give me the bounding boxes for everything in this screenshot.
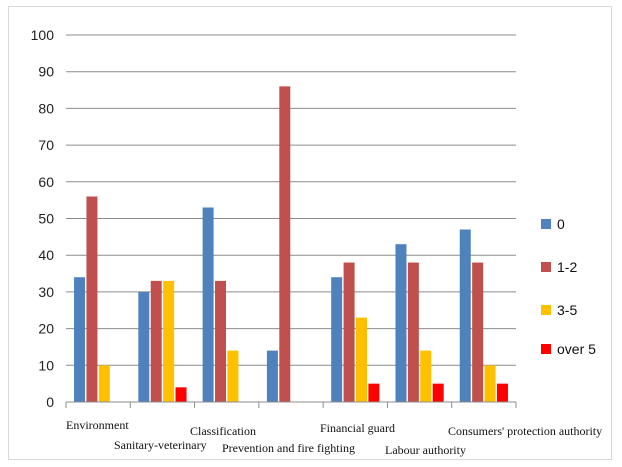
bar-1-2-1 <box>150 280 162 402</box>
x-category-label: Prevention and fire fighting <box>222 441 355 455</box>
x-category-label: Sanitary-veterinary <box>114 438 207 452</box>
bar-3-5-4 <box>355 317 367 402</box>
bars <box>74 86 508 402</box>
bar-over-5-4 <box>368 383 380 402</box>
y-tick-label: 30 <box>38 284 54 300</box>
bar-3-5-1 <box>163 280 175 402</box>
bar-3-5-5 <box>420 350 432 402</box>
bar-over-5-1 <box>175 387 187 402</box>
bar-over-5-5 <box>432 383 444 402</box>
y-tick-label: 80 <box>38 100 54 116</box>
legend-label: 3-5 <box>557 302 577 318</box>
bar-over-5-6 <box>496 383 508 402</box>
legend-label: over 5 <box>557 341 596 357</box>
x-category-label: Financial guard <box>320 421 395 435</box>
y-tick-label: 60 <box>38 174 54 190</box>
y-axis-tick-labels: 0 10 20 30 40 50 60 70 80 90 100 <box>31 27 55 410</box>
bar-3-5-6 <box>484 365 496 402</box>
legend-label: 0 <box>557 216 565 232</box>
x-category-label: Classification <box>190 424 256 438</box>
x-category-label: Consumers' protection authority <box>448 424 602 438</box>
bar-1-2-6 <box>472 262 484 402</box>
y-tick-label: 70 <box>38 137 54 153</box>
bar-1-2-2 <box>215 280 227 402</box>
bar-0-5 <box>395 244 407 402</box>
bar-0-3 <box>266 350 278 402</box>
legend-swatch <box>541 262 551 272</box>
bar-0-4 <box>331 277 343 402</box>
bar-3-5-2 <box>227 350 239 402</box>
x-category-label: Labour authority <box>385 443 466 457</box>
bar-0-6 <box>459 229 471 402</box>
bar-3-5-0 <box>98 365 110 402</box>
category-labels: Environment Sanitary-veterinaryClassifica… <box>66 418 602 457</box>
y-tick-label: 90 <box>38 64 54 80</box>
x-category-label: Environment <box>66 418 129 432</box>
legend-swatch <box>541 305 551 315</box>
bar-1-2-4 <box>343 262 355 402</box>
y-tick-label: 20 <box>38 321 54 337</box>
bar-1-2-5 <box>407 262 419 402</box>
bar-0-0 <box>74 277 86 402</box>
legend-swatch <box>541 219 551 229</box>
y-tick-label: 50 <box>38 211 54 227</box>
x-axis <box>65 401 517 408</box>
gridlines <box>66 34 516 366</box>
bar-0-1 <box>138 291 150 402</box>
y-tick-label: 100 <box>31 27 55 43</box>
bar-0-2 <box>202 207 214 402</box>
y-tick-label: 0 <box>46 394 54 410</box>
y-tick-label: 10 <box>38 357 54 373</box>
y-tick-label: 40 <box>38 247 54 263</box>
legend: 0 1-2 3-5 over 5 <box>541 216 596 357</box>
legend-label: 1-2 <box>557 259 577 275</box>
bar-1-2-0 <box>86 196 98 402</box>
bar-1-2-3 <box>279 86 291 402</box>
legend-swatch <box>541 344 551 354</box>
